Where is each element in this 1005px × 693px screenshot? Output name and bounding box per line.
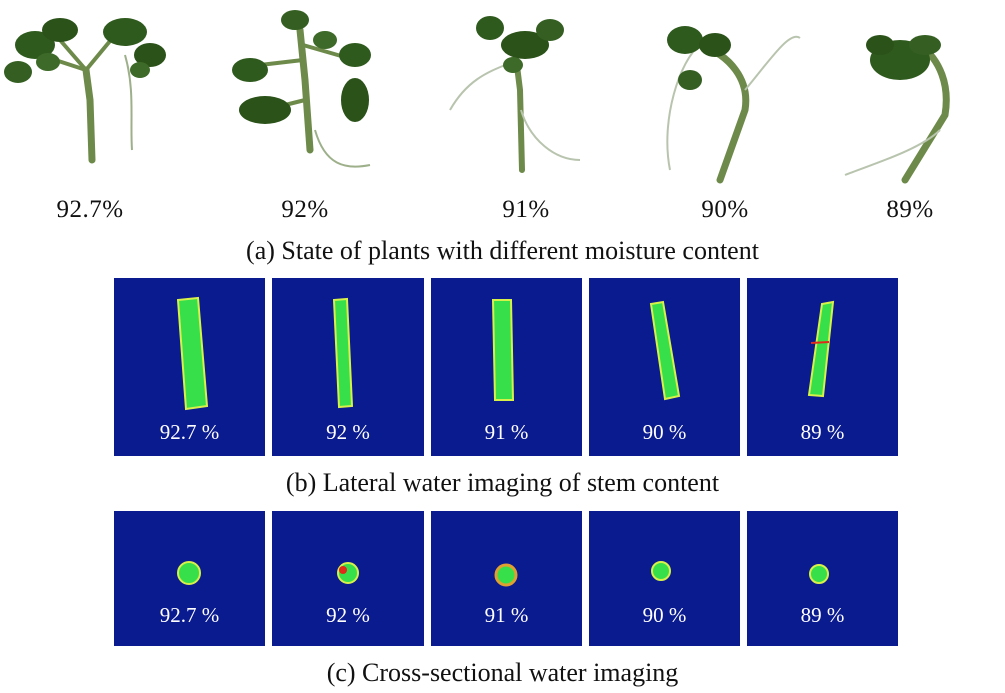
lateral-image-4: 90 % bbox=[589, 278, 740, 456]
plant-photo-2 bbox=[205, 0, 385, 195]
cross-section-label-2: 92 % bbox=[326, 603, 370, 627]
plant-moisture-label-4: 90% bbox=[701, 196, 749, 223]
plant-moisture-label-2: 92% bbox=[281, 196, 329, 223]
plant-moisture-label-3: 91% bbox=[502, 196, 550, 223]
lateral-image-2: 92 % bbox=[272, 278, 424, 456]
plant-moisture-label-1: 92.7% bbox=[56, 196, 124, 223]
caption-c: (c) Cross-sectional water imaging bbox=[326, 658, 679, 687]
lateral-label-5: 89 % bbox=[800, 420, 845, 444]
cross-section-image-1: 92.7 % bbox=[114, 511, 265, 646]
caption-b: (b) Lateral water imaging of stem conten… bbox=[285, 468, 720, 497]
plant-photo-5 bbox=[830, 0, 1005, 195]
lateral-image-1: 92.7 % bbox=[114, 278, 265, 456]
plant-photo-1 bbox=[0, 0, 180, 195]
lateral-label-4: 90 % bbox=[642, 420, 687, 444]
lateral-image-3: 91 % bbox=[431, 278, 582, 456]
lateral-label-3: 91 % bbox=[484, 420, 529, 444]
cross-section-label-3: 91 % bbox=[484, 603, 529, 627]
cross-section-image-4: 90 % bbox=[589, 511, 740, 646]
cross-section-image-5: 89 % bbox=[747, 511, 898, 646]
lateral-image-5: 89 % bbox=[747, 278, 898, 456]
cross-section-label-1: 92.7 % bbox=[159, 603, 220, 627]
plant-photo-3 bbox=[435, 0, 615, 195]
cross-section-image-3: 91 % bbox=[431, 511, 582, 646]
plant-photo-4 bbox=[640, 0, 820, 195]
cross-section-label-4: 90 % bbox=[642, 603, 687, 627]
caption-a: (a) State of plants with different moist… bbox=[246, 236, 759, 265]
lateral-label-2: 92 % bbox=[326, 420, 370, 444]
cross-section-label-5: 89 % bbox=[800, 603, 845, 627]
cross-section-image-2: 92 % bbox=[272, 511, 424, 646]
lateral-label-1: 92.7 % bbox=[159, 420, 220, 444]
plant-moisture-label-5: 89% bbox=[886, 196, 934, 223]
